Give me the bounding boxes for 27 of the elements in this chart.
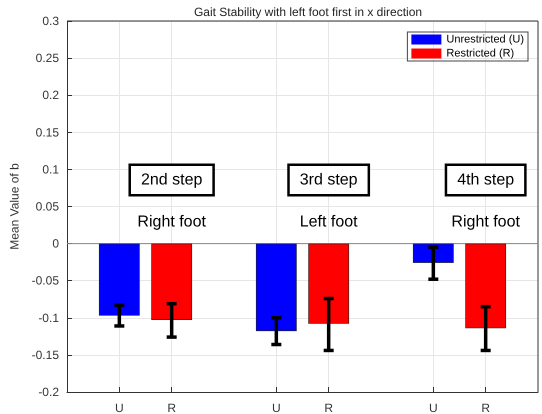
y-tick-label: -0.2 bbox=[38, 385, 60, 399]
x-tick-label: R bbox=[167, 401, 176, 414]
annotation: 4th step bbox=[457, 172, 514, 188]
y-tick-label: 0.05 bbox=[36, 200, 60, 214]
chart-title: Gait Stability with left foot first in x direction bbox=[194, 5, 422, 19]
x-tick-label: U bbox=[272, 401, 281, 414]
y-tick-label: 0.25 bbox=[36, 51, 60, 66]
y-tick-label: 0.2 bbox=[42, 88, 60, 102]
annotation: 3rd step bbox=[300, 172, 358, 188]
annotation: Right foot bbox=[451, 214, 520, 230]
legend-label: Unrestricted (U) bbox=[446, 34, 524, 46]
y-tick-label: 0.15 bbox=[36, 125, 60, 140]
x-tick-label: R bbox=[324, 401, 334, 414]
x-tick-label: R bbox=[481, 401, 490, 414]
x-tick-label: U bbox=[428, 401, 438, 414]
annotation: Right foot bbox=[137, 214, 206, 230]
annotation: Left foot bbox=[300, 214, 358, 230]
y-tick-label: 0.1 bbox=[42, 162, 60, 176]
y-tick-label: 0.3 bbox=[42, 14, 60, 28]
annotation: 2nd step bbox=[140, 172, 202, 188]
y-tick-label: -0.1 bbox=[38, 310, 60, 325]
legend-label: Restricted (R) bbox=[446, 48, 514, 60]
y-tick-label: 0 bbox=[52, 236, 60, 251]
y-tick-label: -0.15 bbox=[32, 348, 60, 362]
x-tick-label: U bbox=[114, 401, 124, 414]
y-axis-title: Mean Value of b bbox=[8, 162, 22, 250]
y-tick-label: -0.05 bbox=[32, 274, 60, 288]
